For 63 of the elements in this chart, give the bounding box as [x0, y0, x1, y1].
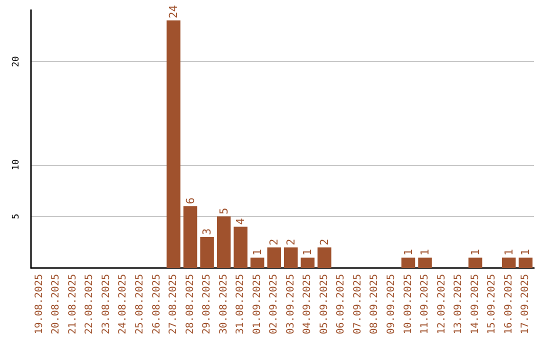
- x-tick-label: 13.09.2025: [453, 274, 464, 334]
- x-tick-label: 28.08.2025: [184, 274, 196, 334]
- data-label: 2: [268, 238, 281, 246]
- x-tick-label: 25.08.2025: [134, 274, 146, 334]
- y-tick-label: 5: [12, 214, 22, 220]
- bar: [200, 237, 214, 268]
- data-label: 4: [234, 218, 248, 225]
- data-label: 1: [468, 249, 482, 256]
- y-tick-label: 20: [12, 56, 22, 68]
- x-tick-label: 16.09.2025: [503, 274, 514, 334]
- x-tick-label: 12.09.2025: [436, 274, 448, 334]
- bar: [518, 258, 532, 268]
- x-tick-label: 07.09.2025: [352, 274, 364, 334]
- x-tick-label: 06.09.2025: [336, 274, 347, 334]
- x-tick-label: 21.08.2025: [67, 274, 78, 334]
- data-label: 2: [318, 238, 331, 246]
- bar: [468, 258, 482, 268]
- data-label: 24: [167, 4, 180, 18]
- data-label: 5: [217, 208, 230, 214]
- x-tick-label: 20.08.2025: [50, 274, 62, 334]
- x-tick-label: 24.08.2025: [118, 274, 129, 334]
- bar: [418, 258, 432, 268]
- data-label: 1: [519, 249, 532, 256]
- data-label: 1: [301, 249, 314, 256]
- x-tick-label: 01.09.2025: [252, 274, 263, 334]
- bar: [401, 258, 416, 268]
- data-label: 6: [184, 197, 197, 204]
- bar: [234, 226, 248, 268]
- x-tick-label: 09.09.2025: [386, 274, 397, 334]
- bar: [318, 247, 332, 268]
- x-tick-label: 03.09.2025: [285, 274, 296, 334]
- x-tick-label: 31.08.2025: [235, 274, 246, 334]
- data-label: 1: [250, 249, 264, 256]
- bar: [216, 216, 231, 268]
- bar: [183, 206, 198, 268]
- data-label: 2: [284, 238, 298, 246]
- bar: [502, 258, 516, 268]
- x-tick-label: 29.08.2025: [202, 274, 213, 334]
- bar: [166, 20, 180, 268]
- data-label: 1: [402, 249, 415, 256]
- data-label: 1: [502, 249, 516, 256]
- x-tick-label: 30.08.2025: [218, 274, 230, 334]
- x-tick-label: 04.09.2025: [302, 274, 314, 334]
- x-tick-label: 02.09.2025: [268, 274, 280, 334]
- x-tick-label: 19.08.2025: [34, 274, 45, 334]
- x-tick-label: 27.08.2025: [168, 274, 180, 334]
- bar: [284, 247, 298, 268]
- x-tick-label: 11.09.2025: [420, 274, 431, 334]
- x-tick-label: 23.08.2025: [100, 274, 112, 334]
- x-tick-label: 10.09.2025: [402, 274, 414, 334]
- x-tick-label: 14.09.2025: [470, 274, 481, 334]
- x-tick-label: 22.08.2025: [84, 274, 96, 334]
- data-label: 1: [418, 249, 432, 256]
- x-tick-label: 05.09.2025: [318, 274, 330, 334]
- x-tick-label: 15.09.2025: [486, 274, 498, 334]
- bar: [250, 258, 264, 268]
- x-tick-label: 26.08.2025: [151, 274, 162, 334]
- bar: [300, 258, 315, 268]
- data-label: 3: [200, 228, 214, 236]
- x-tick-label: 17.09.2025: [520, 274, 532, 334]
- y-tick-label: 10: [12, 159, 22, 170]
- bar: [267, 247, 281, 268]
- x-tick-label: 08.09.2025: [369, 274, 380, 334]
